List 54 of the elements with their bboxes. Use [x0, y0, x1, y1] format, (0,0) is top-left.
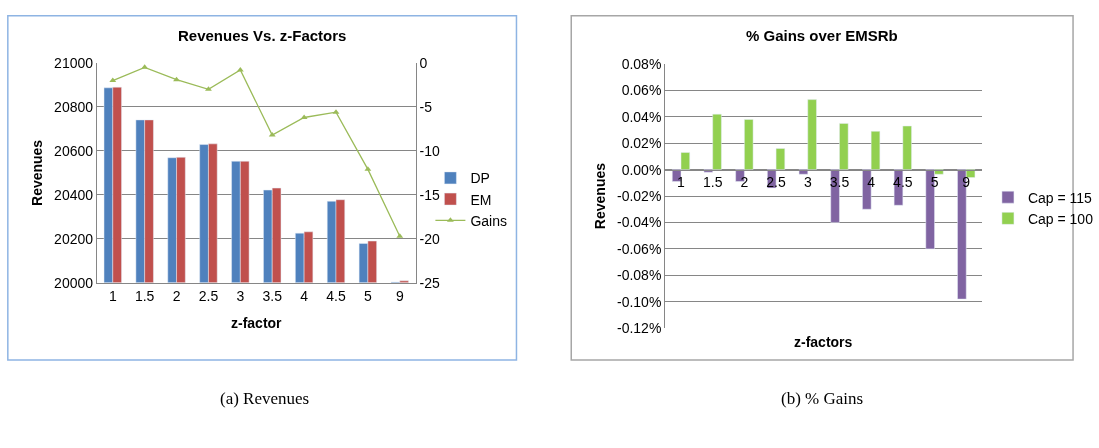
y2-tick-label: -15 [419, 186, 440, 203]
x-tick-label: 5 [930, 174, 939, 191]
x-tick-label: 1 [677, 174, 686, 191]
y-tick-label: 20800 [54, 98, 94, 115]
y-tick-label: -0.08% [616, 267, 662, 284]
y2-tick-label: -10 [419, 142, 440, 159]
y-tick-label: -0.02% [616, 187, 662, 204]
legend-label: Cap = 115 [1027, 189, 1093, 206]
y-tick-label: -0.06% [616, 240, 662, 257]
y-tick-label: 20400 [54, 186, 94, 203]
y-tick-label: -0.10% [616, 293, 662, 310]
chart-title: % Gains over EMSRb [746, 27, 898, 44]
x-tick-label: 5 [363, 287, 372, 304]
y-tick-label: 21000 [54, 54, 94, 71]
y-tick-label: 0.00% [621, 161, 662, 178]
legend-label: EM [470, 191, 492, 208]
x-tick-label: 4.5 [326, 287, 346, 304]
legend-label: DP [470, 170, 490, 187]
x-tick-label: 9 [395, 287, 404, 304]
text: (a) Revenues [220, 389, 310, 408]
y-tick-label: 20000 [54, 274, 94, 291]
x-tick-label: 3.5 [829, 174, 850, 191]
x-tick-label: 4 [867, 174, 876, 191]
y2-tick-label: -5 [419, 98, 433, 115]
x-axis-title: z-factors [794, 334, 853, 350]
x-tick-label: 3.5 [262, 287, 283, 304]
x-tick-label: 2 [172, 287, 181, 304]
x-tick-label: 2 [740, 174, 749, 191]
y-axis-title: Revenues [591, 162, 608, 230]
y-tick-label: 0.08% [621, 55, 662, 72]
y-tick-label: -0.12% [616, 320, 662, 337]
y-axis-title: Revenues [28, 139, 45, 206]
x-axis-title: z-factor [231, 314, 283, 331]
y-tick-label: 0.02% [621, 135, 662, 152]
legend-label: Gains [470, 212, 507, 229]
y-tick-label: 20200 [54, 230, 94, 247]
x-tick-label: 1 [108, 287, 117, 304]
x-tick-label: 9 [962, 174, 971, 191]
x-tick-label: 3 [236, 287, 245, 304]
y-tick-label: 0.06% [621, 82, 662, 99]
x-tick-label: 4 [300, 287, 309, 304]
x-tick-label: 2.5 [198, 287, 219, 304]
y2-tick-label: -20 [419, 230, 440, 247]
y2-tick-label: -25 [419, 274, 440, 291]
y-tick-label: 20600 [54, 142, 94, 159]
y2-tick-label: 0 [419, 54, 428, 71]
x-tick-label: 1.5 [702, 174, 723, 191]
y-tick-label: 0.04% [621, 108, 662, 125]
chart-title: Revenues Vs. z-Factors [178, 27, 347, 44]
text: (b) % Gains [781, 389, 864, 408]
x-tick-label: 3 [803, 174, 812, 191]
y-tick-label: -0.04% [616, 214, 662, 231]
x-tick-label: 1.5 [134, 287, 155, 304]
legend-label: Cap = 100 [1027, 210, 1094, 227]
